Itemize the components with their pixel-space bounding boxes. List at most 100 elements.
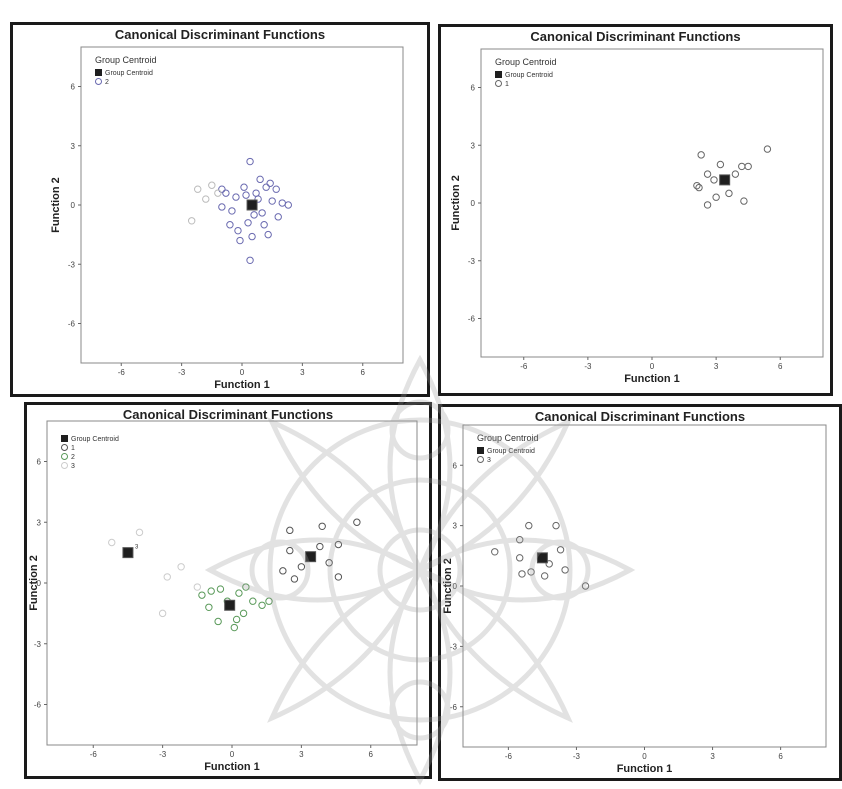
data-point xyxy=(725,189,733,198)
x-tick-label: -6 xyxy=(90,750,98,759)
legend-entry: Group Centroid xyxy=(505,72,553,79)
data-point xyxy=(232,193,240,201)
y-tick-label: 0 xyxy=(71,201,76,210)
chart-1: Canonical Discriminant Functions -6 -3 0 3 6 6… xyxy=(50,27,404,391)
data-point xyxy=(540,572,549,580)
legend-entry: Group Centroid xyxy=(71,436,119,443)
data-point xyxy=(135,528,144,537)
data-point xyxy=(763,145,772,153)
data-point xyxy=(712,193,720,201)
y-tick-label: 6 xyxy=(71,83,76,92)
x-axis-label: Function 1 xyxy=(214,379,270,391)
data-point xyxy=(265,597,273,605)
data-point xyxy=(244,219,252,227)
data-point xyxy=(286,526,294,535)
data-point xyxy=(286,546,294,555)
data-point xyxy=(703,201,712,209)
data-point xyxy=(242,583,250,591)
group-centroid-marker xyxy=(224,599,236,611)
data-point xyxy=(274,213,282,221)
plot-frame xyxy=(46,420,418,746)
data-point xyxy=(246,157,254,166)
data-point xyxy=(214,617,222,626)
data-point xyxy=(177,563,185,571)
x-tick-label: -6 xyxy=(520,362,528,371)
data-point xyxy=(258,209,266,217)
legend-centroid-swatch xyxy=(95,69,102,76)
legend-entry: 1 xyxy=(505,81,509,88)
data-point xyxy=(264,230,272,239)
data-point xyxy=(527,568,535,576)
y-tick-label: 3 xyxy=(37,518,42,527)
data-point xyxy=(235,589,243,597)
legend-centroid-swatch xyxy=(495,71,502,78)
y-axis-label: Function 2 xyxy=(450,175,462,231)
data-point xyxy=(552,521,560,530)
y-tick-label: -6 xyxy=(68,320,76,329)
x-tick-label: -3 xyxy=(159,750,167,759)
legend-entry: 2 xyxy=(71,454,75,461)
centroid-label: 3 xyxy=(135,545,139,551)
x-tick-label: -6 xyxy=(118,368,126,377)
chart-panel-2: Canonical Discriminant Functions -6 -3 0 3 6 6… xyxy=(438,24,833,396)
plot-frame xyxy=(480,48,824,358)
data-point xyxy=(242,191,250,199)
data-point xyxy=(693,181,701,190)
y-tick-label: 3 xyxy=(453,522,458,531)
legend-entry: 1 xyxy=(71,445,75,452)
y-tick-label: 6 xyxy=(471,84,476,93)
legend-entry: 3 xyxy=(487,457,491,464)
y-tick-label: 3 xyxy=(471,141,476,150)
data-point xyxy=(202,195,210,203)
data-point xyxy=(703,170,712,178)
legend-title: Group Centroid xyxy=(477,433,539,443)
legend-group-swatch xyxy=(495,80,502,87)
data-point xyxy=(187,217,196,225)
data-point xyxy=(240,183,248,191)
legend-group-swatch xyxy=(61,453,68,460)
x-tick-label: -3 xyxy=(178,368,186,377)
y-tick-label: -6 xyxy=(450,703,458,712)
data-point xyxy=(222,189,230,197)
chart-title: Canonical Discriminant Functions xyxy=(115,27,325,42)
group-centroid-marker xyxy=(305,551,317,563)
group-centroid-marker xyxy=(246,199,258,211)
data-point xyxy=(198,591,206,599)
data-point xyxy=(695,183,703,192)
data-point xyxy=(740,197,748,205)
data-point xyxy=(230,623,239,632)
data-point xyxy=(581,582,590,590)
x-tick-label: 6 xyxy=(369,750,374,759)
y-tick-label: 0 xyxy=(453,582,458,591)
x-tick-label: -3 xyxy=(584,362,592,371)
data-point xyxy=(318,522,326,531)
y-tick-label: -3 xyxy=(468,257,476,266)
data-point xyxy=(218,185,226,193)
data-point xyxy=(334,540,343,549)
data-point xyxy=(731,170,740,178)
group-centroid-marker xyxy=(536,552,548,564)
data-point xyxy=(525,521,533,530)
chart-panel-1: Canonical Discriminant Functions -6 -3 0 3 6 6… xyxy=(10,22,430,397)
data-point xyxy=(193,583,202,591)
x-tick-label: 3 xyxy=(299,750,304,759)
data-point xyxy=(272,185,280,193)
y-tick-label: 0 xyxy=(37,579,42,588)
plot-frame xyxy=(80,46,404,364)
y-tick-label: 3 xyxy=(71,142,76,151)
y-tick-label: -3 xyxy=(34,640,42,649)
legend-entry: Group Centroid xyxy=(487,448,535,455)
legend-entry: Group Centroid xyxy=(105,70,153,77)
chart-title: Canonical Discriminant Functions xyxy=(530,29,740,44)
data-point xyxy=(234,226,242,235)
data-point xyxy=(353,518,361,526)
legend-title: Group Centroid xyxy=(95,55,157,65)
chart-panel-3: Canonical Discriminant Functions -6 -3 0 3 6 6… xyxy=(24,402,432,779)
x-axis-label: Function 1 xyxy=(204,761,260,773)
data-point xyxy=(250,211,258,219)
data-point xyxy=(266,179,274,187)
data-point xyxy=(226,221,234,229)
x-axis-label: Function 1 xyxy=(624,373,680,385)
chart-title: Canonical Discriminant Functions xyxy=(535,409,745,424)
y-axis-label: Function 2 xyxy=(28,555,40,611)
